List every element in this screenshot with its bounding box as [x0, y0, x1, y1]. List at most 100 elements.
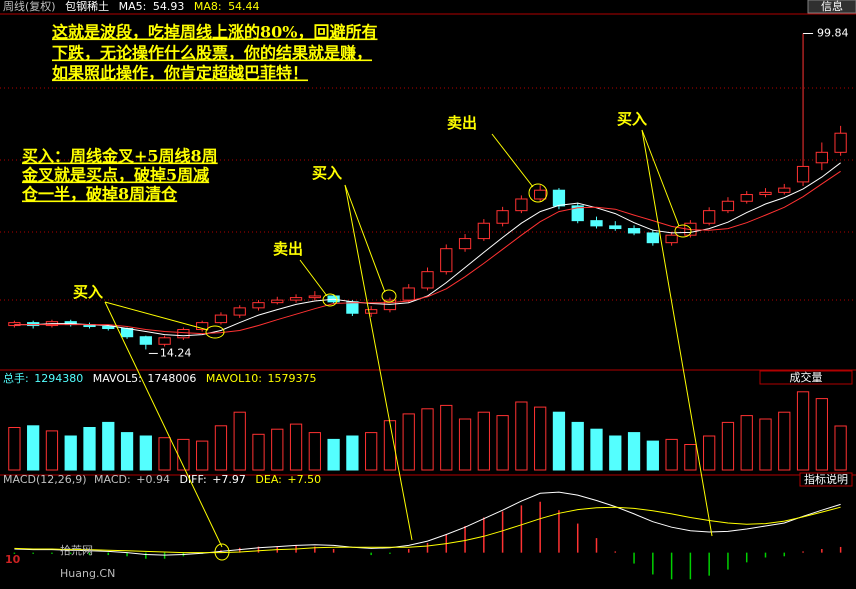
ma8-line [14, 170, 841, 335]
volume-bar [402, 413, 415, 471]
signal-label: 卖出 [273, 240, 303, 258]
indicator-name: MAVOL10: [206, 372, 262, 385]
indicator-value: 1748006 [147, 372, 196, 385]
toolbar-button[interactable] [807, 0, 856, 14]
volume-bar [233, 411, 246, 471]
candle-body [496, 210, 509, 224]
candle-body [477, 222, 490, 240]
volume-bar [609, 435, 622, 471]
macd-header: MACD(12,26,9) MACD: +0.94 DIFF: +7.97 DE… [3, 473, 321, 486]
candle-body [252, 302, 265, 309]
volume-bar [646, 440, 659, 471]
volume-bar [684, 444, 697, 471]
candle-body [740, 194, 753, 202]
help-label[interactable]: 指标说明 [804, 472, 848, 486]
candle-body [139, 336, 152, 345]
candle-body [796, 165, 810, 183]
volume-bar [496, 415, 509, 471]
indicator-name: 总手: [3, 371, 29, 385]
volume-bar [327, 438, 340, 471]
candle-body [308, 295, 321, 299]
volume-bar [458, 418, 472, 471]
candle-body [402, 287, 415, 301]
annotations: 这就是波段，吃掉周线上涨的80%，回避所有 下跌，无论操作什么股票，你的结果就是… [21, 23, 713, 561]
panel-tab[interactable] [759, 370, 853, 385]
volume-bar [421, 408, 434, 471]
panel-title[interactable]: 成交量 [790, 370, 823, 384]
signal-label: 买入 [73, 283, 103, 301]
candle-body [271, 299, 284, 304]
volume-bar [515, 401, 528, 471]
volume-bar [214, 425, 228, 471]
indicator-value: 1579375 [268, 372, 317, 385]
volume-bar [834, 425, 847, 471]
dea-line [14, 506, 841, 554]
ma8-label: MA8: [194, 0, 222, 13]
stock-name: 包钢稀土 [65, 0, 109, 13]
ma8-value: 54.44 [228, 0, 260, 13]
candle-body [421, 271, 434, 289]
volume-bar [665, 438, 678, 471]
toolbar-label[interactable]: 信息 [821, 0, 843, 13]
volume-bar [440, 404, 453, 471]
candle-body [102, 326, 115, 330]
candle-body [703, 210, 716, 224]
volume-bar [64, 435, 77, 471]
volume-bar [778, 411, 791, 471]
signal-label: 买入 [312, 164, 342, 182]
indicator-name: MACD: [94, 473, 131, 486]
volume-bar [590, 428, 603, 471]
watermark-logo: 10 [5, 553, 21, 566]
candle-body [365, 309, 378, 314]
candle-body [552, 189, 566, 207]
period: 周线(复权) [3, 0, 56, 13]
candle-body [177, 329, 190, 339]
high-label: 99.84 [817, 27, 849, 40]
indicator-value: +7.50 [287, 473, 321, 486]
volume-bar [815, 398, 828, 471]
note-line: 买入：周线金叉+5周线8周 [22, 147, 218, 166]
note-line: 下跌，无论操作什么股票，你的结果就是赚， [52, 44, 372, 63]
candle-body [440, 248, 453, 273]
volume-bar [346, 435, 359, 471]
candle-body [665, 234, 678, 244]
indicator-value: +7.97 [212, 473, 246, 486]
volume-bar [308, 432, 321, 471]
volume-bar [45, 430, 59, 471]
volume-bar [534, 406, 547, 471]
candle-body [778, 187, 791, 193]
note-line: 金叉就是买点，破掉5周减 [21, 166, 209, 185]
candle-body [834, 132, 847, 153]
volume-bar [477, 411, 490, 471]
candle-body [233, 307, 246, 316]
note-line: 这就是波段，吃掉周线上涨的80%，回避所有 [52, 23, 377, 42]
volume-bar [365, 432, 378, 471]
volume-bar [158, 437, 171, 471]
candle-body [590, 220, 603, 227]
indicator-name: MAVOL5: [93, 372, 142, 385]
volume-bar [102, 421, 115, 471]
volume-bar [139, 435, 152, 471]
volume-bar [571, 421, 584, 471]
indicator-name: DIFF: [179, 473, 206, 486]
candle-body [289, 297, 303, 301]
volume-bar [721, 421, 735, 471]
volume-bar [83, 427, 96, 471]
candle-body [534, 189, 547, 200]
candle-body [196, 322, 209, 331]
indicator-value: 1294380 [34, 372, 83, 385]
layout [0, 13, 856, 476]
watermark-url: Huang.CN [60, 567, 115, 580]
low-label: 14.24 [160, 346, 192, 359]
diff-line [14, 491, 841, 556]
candle-body [609, 225, 622, 230]
volume-bar [703, 435, 716, 471]
help-button[interactable] [799, 472, 853, 487]
candle-body [721, 200, 735, 212]
candle-body [120, 328, 134, 338]
volume-bar [627, 432, 641, 471]
watermark-site: 拾荒网 [60, 543, 93, 557]
volume-bar [740, 415, 753, 471]
candle-body [627, 228, 641, 234]
